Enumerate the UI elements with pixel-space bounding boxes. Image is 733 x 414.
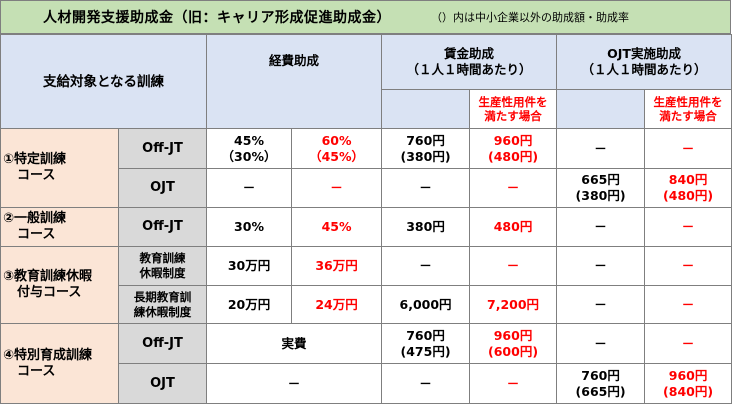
wage-cell: －: [381, 168, 471, 208]
expense-productivity-cell: 45%: [291, 207, 383, 247]
wage-cell: 760円 (380円): [381, 128, 471, 169]
wage-cell: －: [381, 246, 471, 286]
ojt-productivity-cell: －: [644, 285, 733, 324]
ojt-productivity-cell: －: [644, 207, 733, 247]
ojt-cell: 760円 (665円): [556, 363, 646, 404]
subsidy-table: 支給対象となる訓練 経費助成 賃金助成 （１人１時間あたり） OJT実施助成 （…: [0, 34, 733, 404]
table-row: 長期教育訓 練休暇制度 20万円 24万円 6,000円 7,200円 － －: [1, 285, 733, 324]
header-wage-productivity: 生産性用件を 満たす場合: [469, 89, 558, 129]
ojt-productivity-cell: －: [644, 246, 733, 286]
expense-productivity-cell: 24万円: [291, 285, 383, 324]
course-label: ①特定訓練 コース: [0, 128, 119, 208]
expense-merged-cell: －: [206, 363, 383, 404]
training-type: Off-JT: [117, 323, 208, 364]
table-title-bar: 人材開発支援助成金（旧：キャリア形成促進助成金） （）内は中小企業以外の助成額・…: [0, 0, 731, 34]
expense-productivity-cell: 60% （45%）: [291, 128, 383, 169]
training-type: OJT: [117, 363, 208, 404]
training-type: OJT: [117, 168, 208, 208]
ojt-productivity-cell: 960円 (840円): [644, 363, 733, 404]
table-row: OJT － － － 760円 (665円) 960円 (840円): [1, 363, 733, 404]
expense-cell: 30万円: [206, 246, 293, 286]
header-ojt: OJT実施助成 （１人１時間あたり）: [556, 34, 733, 90]
ojt-cell: 665円 (380円): [556, 168, 646, 208]
table-row: OJT － － － － 665円 (380円) 840円 (480円): [1, 168, 733, 208]
training-type: 教育訓練 休暇制度: [117, 246, 208, 286]
wage-productivity-cell: －: [469, 363, 558, 404]
table-note: （）内は中小企業以外の助成額・助成率: [431, 11, 629, 24]
header-wage: 賃金助成 （１人１時間あたり）: [381, 34, 558, 90]
wage-cell: 380円: [381, 207, 471, 247]
training-type: 長期教育訓 練休暇制度: [117, 285, 208, 324]
header-ojt-blank: [556, 89, 646, 129]
header-ojt-productivity: 生産性用件を 満たす場合: [644, 89, 733, 129]
ojt-productivity-cell: －: [644, 323, 733, 364]
expense-productivity-cell: －: [291, 168, 383, 208]
wage-cell: 6,000円: [381, 285, 471, 324]
expense-productivity-cell: 36万円: [291, 246, 383, 286]
expense-merged-cell: 実費: [206, 323, 383, 364]
wage-productivity-cell: 480円: [469, 207, 558, 247]
table-row: ③教育訓練休暇 付与コース 教育訓練 休暇制度 30万円 36万円 － － － －: [0, 246, 733, 324]
ojt-cell: －: [556, 128, 646, 169]
table-row: ②一般訓練 コース Off-JT 30% 45% 380円 480円 － －: [0, 207, 733, 247]
ojt-cell: －: [556, 323, 646, 364]
wage-productivity-cell: 960円 (480円): [469, 128, 558, 169]
wage-productivity-cell: 960円 (600円): [469, 323, 558, 364]
wage-cell: 760円 (475円): [381, 323, 471, 364]
ojt-productivity-cell: 840円 (480円): [644, 168, 733, 208]
expense-cell: 20万円: [206, 285, 293, 324]
training-type: Off-JT: [117, 207, 208, 247]
wage-productivity-cell: －: [469, 246, 558, 286]
wage-productivity-cell: 7,200円: [469, 285, 558, 324]
header-target: 支給対象となる訓練: [0, 34, 208, 129]
ojt-cell: －: [556, 246, 646, 286]
table-row: ①特定訓練 コース Off-JT 45% （30%） 60% （45%） 760円 (3…: [0, 128, 733, 208]
ojt-productivity-cell: －: [644, 128, 733, 169]
wage-productivity-cell: －: [469, 168, 558, 208]
header-row: 支給対象となる訓練 経費助成 賃金助成 （１人１時間あたり） OJT実施助成 （…: [0, 34, 733, 129]
training-type: Off-JT: [117, 128, 208, 169]
wage-cell: －: [381, 363, 471, 404]
table-row: ④特別育成訓練 コース Off-JT 実費 760円 (475円) 960円 (600…: [0, 323, 733, 404]
expense-cell: 45% （30%）: [206, 128, 293, 169]
header-expense: 経費助成: [206, 34, 383, 129]
ojt-cell: －: [556, 285, 646, 324]
ojt-cell: －: [556, 207, 646, 247]
course-label: ②一般訓練 コース: [0, 207, 119, 247]
header-wage-blank: [381, 89, 471, 129]
course-label: ④特別育成訓練 コース: [0, 323, 119, 404]
table-title: 人材開発支援助成金（旧：キャリア形成促進助成金）: [43, 10, 391, 26]
course-label: ③教育訓練休暇 付与コース: [0, 246, 119, 324]
expense-cell: 30%: [206, 207, 293, 247]
expense-cell: －: [206, 168, 293, 208]
